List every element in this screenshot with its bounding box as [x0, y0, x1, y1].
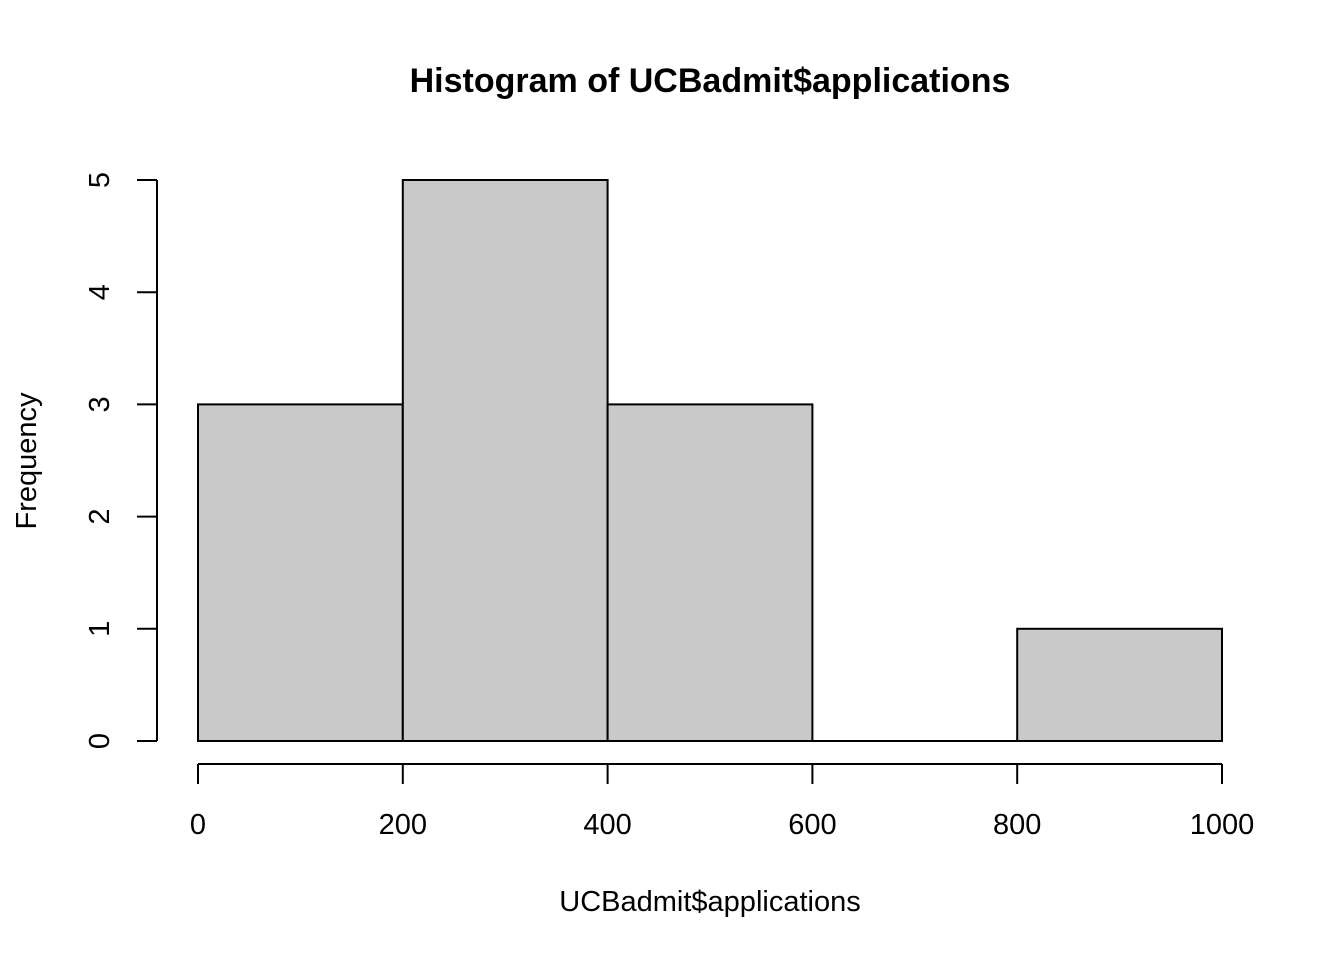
y-tick-label-4: 4 — [84, 284, 116, 300]
x-tick-label-1: 200 — [379, 809, 427, 841]
x-axis-label: UCBadmit$applications — [559, 886, 860, 918]
histogram-bar-1 — [401, 179, 609, 742]
x-tick-label-2: 400 — [583, 809, 631, 841]
x-tick-label-5: 1000 — [1190, 809, 1255, 841]
x-tick-label-4: 800 — [993, 809, 1041, 841]
y-axis: 0 1 2 3 4 5 — [84, 172, 158, 749]
y-tick-label-3: 3 — [84, 396, 116, 412]
histogram-bar-2 — [606, 403, 814, 742]
y-tick-label-2: 2 — [84, 509, 116, 525]
x-tick-label-0: 0 — [190, 809, 206, 841]
chart-title: Histogram of UCBadmit$applications — [410, 62, 1011, 100]
y-tick-label-0: 0 — [84, 733, 116, 749]
y-axis-label: Frequency — [11, 392, 43, 530]
bars-group — [197, 179, 1224, 742]
y-tick-label-1: 1 — [84, 621, 116, 637]
x-tick-label-3: 600 — [788, 809, 836, 841]
histogram-bar-0 — [197, 403, 404, 742]
histogram-bar-4 — [1016, 627, 1224, 742]
y-tick-label-5: 5 — [84, 172, 116, 188]
x-axis: 0 200 400 600 800 1000 — [190, 763, 1255, 841]
